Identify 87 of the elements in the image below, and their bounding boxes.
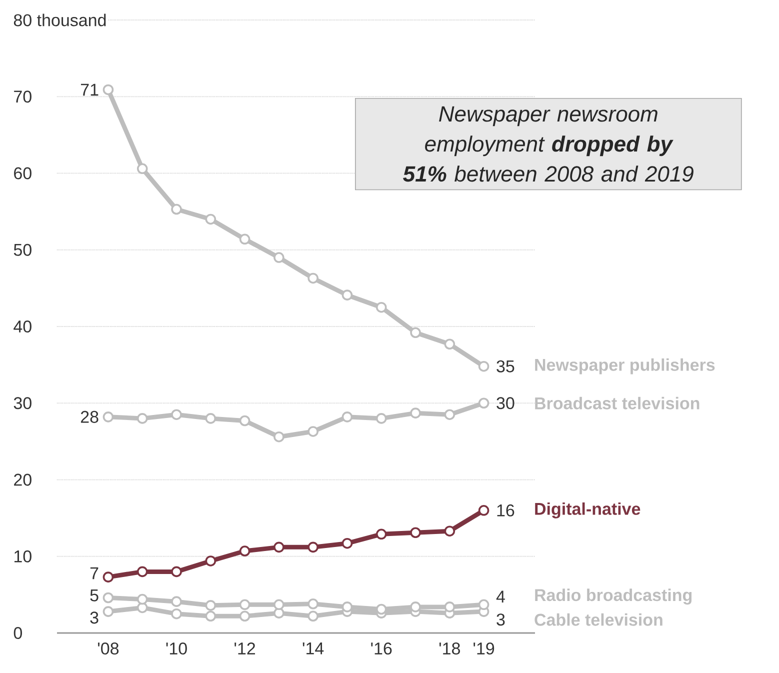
point [342, 538, 353, 549]
y-tick-label: 40 [14, 320, 32, 333]
point [136, 602, 148, 614]
point [478, 599, 490, 610]
point [308, 610, 318, 622]
data-label: 5 [90, 590, 98, 602]
point [102, 572, 114, 582]
point [239, 415, 250, 426]
data-label: 35 [496, 360, 514, 372]
point [136, 163, 148, 174]
x-tick-label: '16 [371, 642, 392, 655]
point [274, 542, 284, 553]
point [444, 338, 456, 350]
data-label: 7 [90, 567, 98, 580]
y-tick-label: 0 [14, 626, 22, 640]
data-label: 28 [80, 410, 98, 423]
data-label: 16 [497, 504, 514, 516]
x-tick-label: '18 [439, 642, 460, 655]
point [410, 527, 421, 538]
point [274, 608, 284, 618]
point [205, 214, 216, 225]
point [171, 596, 182, 607]
point [478, 398, 490, 409]
point [171, 409, 182, 420]
y-tick-label: 30 [14, 397, 32, 410]
x-tick-label: '19 [474, 642, 494, 655]
text: Cable television [534, 613, 662, 626]
point [376, 302, 387, 313]
text: Newspaper newsroom employment dropped by 51% between 2008 and 2019 [403, 106, 694, 182]
data-label: 30 [496, 397, 514, 410]
point [136, 413, 148, 424]
point [205, 556, 216, 566]
point [102, 412, 114, 422]
point [410, 602, 421, 612]
y-tick-label: 20 [14, 474, 32, 486]
point [274, 431, 284, 442]
point [239, 599, 250, 610]
point [376, 604, 387, 615]
y-tick-label: 50 [14, 244, 32, 256]
y-tick-label: 10 [14, 550, 32, 562]
data-label: 4 [496, 590, 505, 602]
point [136, 566, 148, 578]
point [410, 327, 421, 338]
point [342, 412, 353, 422]
text: Digital-native [535, 502, 640, 518]
y-tick-label: 70 [14, 90, 32, 103]
point [308, 542, 318, 553]
point [205, 600, 216, 611]
point [171, 204, 182, 215]
point [376, 528, 387, 540]
y-tick-label: 80 thousand [14, 14, 106, 26]
point [308, 272, 318, 284]
data-label: 71 [80, 84, 98, 96]
point [102, 592, 114, 604]
point [444, 602, 456, 612]
point [171, 566, 182, 578]
point [102, 606, 114, 617]
point [342, 290, 353, 300]
point [410, 408, 421, 418]
point [376, 413, 387, 424]
text: Newspaper publishers [535, 358, 715, 374]
point [478, 360, 490, 372]
point [478, 505, 490, 516]
point [444, 526, 456, 536]
text: Broadcast television [535, 396, 700, 410]
point [308, 426, 318, 437]
data-label: 3 [496, 614, 505, 626]
point [205, 610, 216, 622]
text: Radio broadcasting [535, 588, 692, 605]
x-tick-label: '12 [234, 642, 256, 654]
point [239, 546, 250, 556]
point [274, 252, 284, 263]
x-tick-label: '14 [302, 642, 324, 654]
point [239, 610, 250, 622]
point [205, 413, 216, 424]
x-tick-label: '08 [98, 642, 119, 655]
point [171, 608, 182, 620]
point [444, 409, 456, 420]
point [274, 599, 284, 610]
point [102, 84, 114, 96]
point [239, 234, 250, 245]
point [308, 598, 318, 610]
x-tick-label: '10 [166, 642, 187, 655]
point [342, 602, 353, 612]
y-tick-label: 60 [14, 167, 32, 180]
point [136, 594, 148, 605]
data-label: 3 [90, 612, 98, 624]
